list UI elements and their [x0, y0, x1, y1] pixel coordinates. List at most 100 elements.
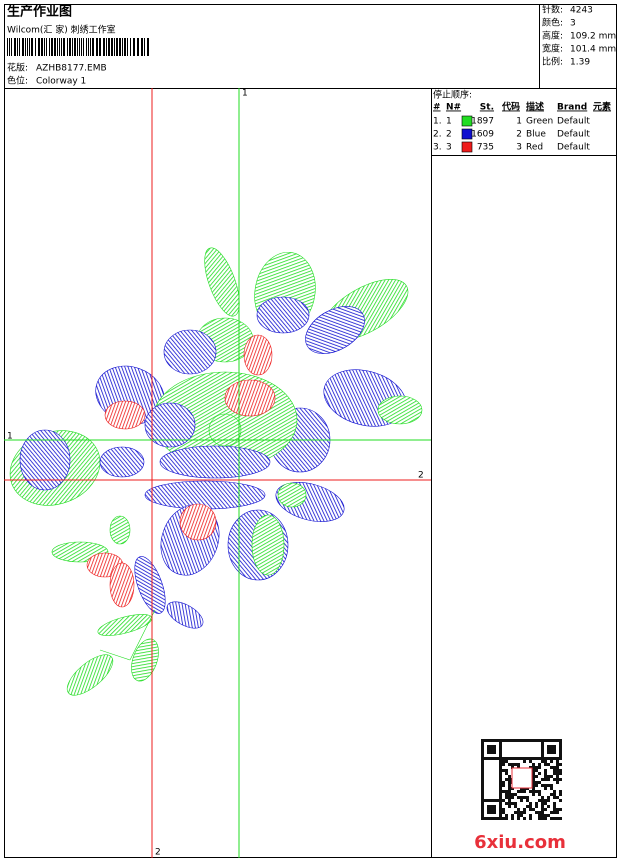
- qr-cell: [487, 751, 490, 754]
- qr-cell: [559, 748, 562, 751]
- qr-cell: [487, 739, 490, 742]
- qr-cell: [481, 793, 484, 796]
- qr-cell: [505, 772, 508, 775]
- bar: [38, 38, 40, 56]
- bar: [92, 38, 94, 56]
- qr-cell: [499, 754, 502, 757]
- bar: [17, 38, 18, 56]
- bar: [137, 38, 139, 56]
- bar: [99, 38, 101, 56]
- qr-cell: [550, 793, 553, 796]
- qr-cell: [499, 802, 502, 805]
- bar: [83, 38, 84, 56]
- qr-cell: [493, 817, 496, 820]
- column-header: #: [433, 103, 441, 113]
- qr-cell: [481, 760, 484, 763]
- qr-cell: [559, 793, 562, 796]
- qr-cell: [535, 802, 538, 805]
- qr-cell: [499, 763, 502, 766]
- color-swatch: [461, 115, 473, 127]
- qr-cell: [526, 799, 529, 802]
- qr-cell: [556, 763, 559, 766]
- qr-cell: [514, 805, 517, 808]
- qr-cell: [508, 799, 511, 802]
- qr-cell: [520, 757, 523, 760]
- qr-cell: [556, 808, 559, 811]
- qr-cell: [550, 787, 553, 790]
- qr-cell: [499, 811, 502, 814]
- qr-cell: [547, 757, 550, 760]
- qr-cell: [547, 805, 550, 808]
- qr-cell: [547, 751, 550, 754]
- qr-cell: [505, 790, 508, 793]
- qr-cell: [511, 796, 514, 799]
- qr-cell: [517, 814, 520, 817]
- qr-cell: [505, 739, 508, 742]
- qr-cell: [520, 814, 523, 817]
- qr-cell: [481, 754, 484, 757]
- stat-label: 颜色:: [542, 17, 563, 29]
- qr-cell: [487, 808, 490, 811]
- bar: [14, 38, 16, 56]
- qr-cell: [556, 778, 559, 781]
- qr-cell: [502, 769, 505, 772]
- bar: [111, 38, 113, 56]
- qr-cell: [499, 781, 502, 784]
- qr-cell: [523, 808, 526, 811]
- design: AZHB8177.EMB: [36, 64, 107, 74]
- page-border: [4, 4, 617, 858]
- qr-cell: [532, 784, 535, 787]
- embroidery: [9, 247, 423, 696]
- qr-cell: [517, 817, 520, 820]
- qr-cell: [508, 790, 511, 793]
- qr-cell: [523, 817, 526, 820]
- qr-cell: [481, 814, 484, 817]
- qr-cell: [514, 793, 517, 796]
- qr-cell: [535, 811, 538, 814]
- qr-cell: [553, 817, 556, 820]
- qr-cell: [547, 775, 550, 778]
- qr-cell: [529, 802, 532, 805]
- qr-cell: [559, 778, 562, 781]
- qr-cell: [535, 784, 538, 787]
- qr-cell: [532, 772, 535, 775]
- bar: [72, 38, 73, 56]
- qr-cell: [538, 814, 541, 817]
- row-description: Blue: [526, 130, 546, 140]
- qr-cell: [499, 784, 502, 787]
- qr-cell: [517, 796, 520, 799]
- qr-cell: [502, 811, 505, 814]
- qr-cell: [523, 757, 526, 760]
- qr-cell: [544, 814, 547, 817]
- qr-cell: [499, 772, 502, 775]
- qr-cell: [538, 772, 541, 775]
- bar: [119, 38, 121, 56]
- bar: [147, 38, 149, 56]
- qr-cell: [541, 760, 544, 763]
- qr-cell: [535, 775, 538, 778]
- row-index: 1.: [433, 117, 442, 127]
- qr-cell: [517, 763, 520, 766]
- qr-cell: [559, 817, 562, 820]
- qr-cell: [493, 799, 496, 802]
- qr-cell: [508, 778, 511, 781]
- qr-cell: [517, 739, 520, 742]
- qr-cell: [541, 802, 544, 805]
- qr-cell: [493, 739, 496, 742]
- qr-cell: [559, 799, 562, 802]
- qr-cell: [535, 739, 538, 742]
- qr-cell: [532, 766, 535, 769]
- qr-cell: [550, 760, 553, 763]
- qr-cell: [481, 748, 484, 751]
- column-header: 描述: [526, 101, 544, 113]
- qr-cell: [547, 739, 550, 742]
- qr-cell: [493, 811, 496, 814]
- color-swatch: [461, 128, 473, 140]
- bar: [106, 38, 107, 56]
- bar: [7, 38, 8, 56]
- bar: [31, 38, 33, 56]
- stat-value: 3: [570, 19, 576, 29]
- color-swatch: [461, 141, 473, 153]
- qr-cell: [538, 766, 541, 769]
